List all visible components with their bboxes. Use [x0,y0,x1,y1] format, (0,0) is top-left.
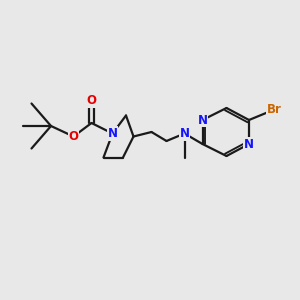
Text: O: O [68,130,79,143]
Text: N: N [197,113,208,127]
Text: O: O [86,94,97,107]
Text: Br: Br [267,103,282,116]
Text: N: N [179,127,190,140]
Text: N: N [107,127,118,140]
Text: N: N [244,137,254,151]
